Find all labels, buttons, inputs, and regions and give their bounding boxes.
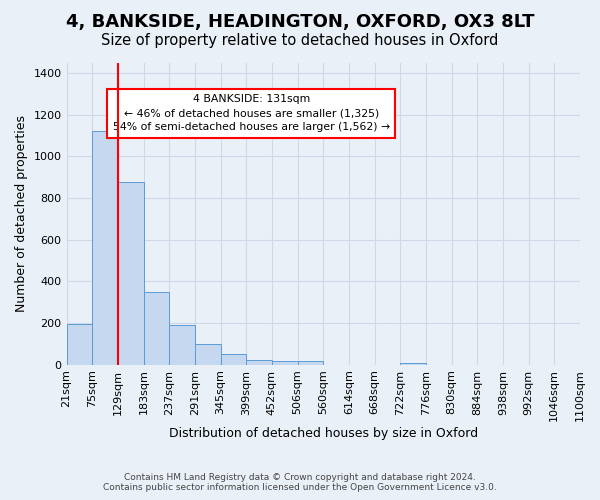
Bar bbox=[272, 361, 298, 364]
Bar bbox=[118, 182, 143, 364]
Bar bbox=[400, 362, 426, 364]
Bar bbox=[143, 292, 169, 364]
Bar bbox=[67, 324, 92, 364]
Bar bbox=[298, 361, 323, 364]
Bar bbox=[246, 360, 272, 364]
Text: 4, BANKSIDE, HEADINGTON, OXFORD, OX3 8LT: 4, BANKSIDE, HEADINGTON, OXFORD, OX3 8LT bbox=[66, 12, 534, 30]
X-axis label: Distribution of detached houses by size in Oxford: Distribution of detached houses by size … bbox=[169, 427, 478, 440]
Text: Size of property relative to detached houses in Oxford: Size of property relative to detached ho… bbox=[101, 32, 499, 48]
Bar bbox=[169, 325, 195, 364]
Text: Contains HM Land Registry data © Crown copyright and database right 2024.
Contai: Contains HM Land Registry data © Crown c… bbox=[103, 473, 497, 492]
Y-axis label: Number of detached properties: Number of detached properties bbox=[15, 115, 28, 312]
Text: 4 BANKSIDE: 131sqm
← 46% of detached houses are smaller (1,325)
54% of semi-deta: 4 BANKSIDE: 131sqm ← 46% of detached hou… bbox=[113, 94, 390, 132]
Bar bbox=[195, 344, 221, 364]
Bar bbox=[92, 132, 118, 364]
Bar bbox=[221, 354, 246, 364]
